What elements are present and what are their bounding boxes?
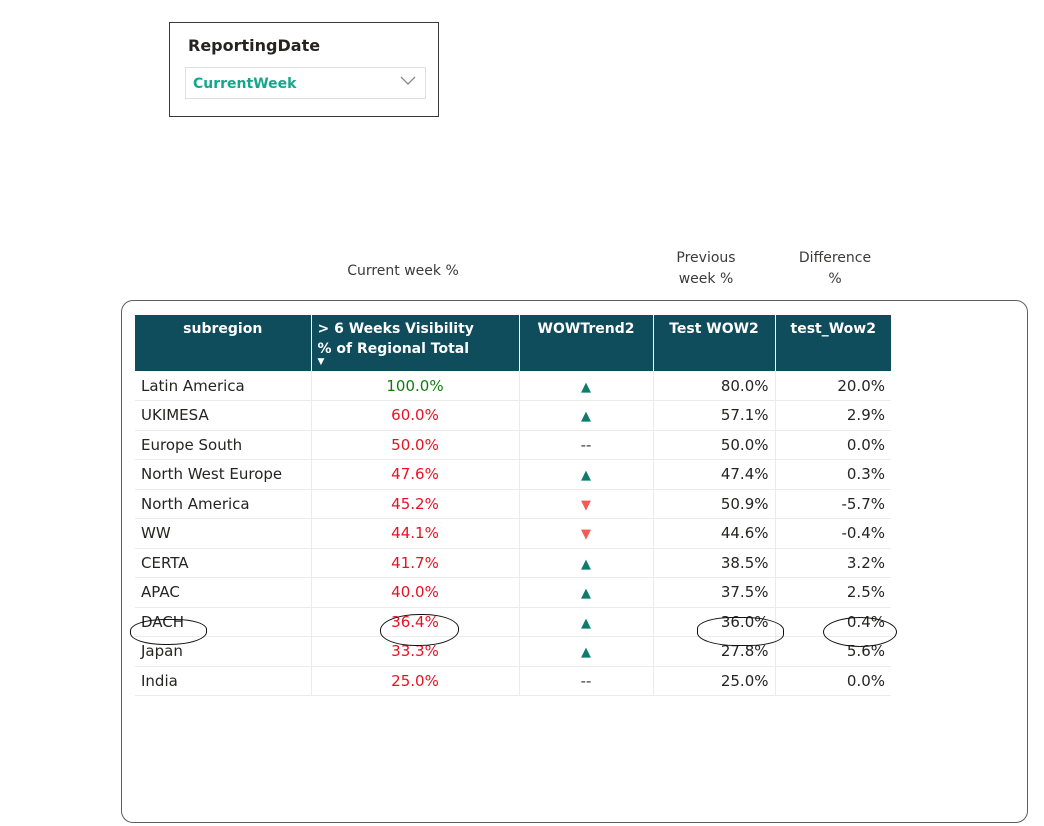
test-wow-cell: 50.9% bbox=[653, 489, 776, 519]
slicer-selected-value: CurrentWeek bbox=[193, 76, 297, 92]
difference-cell: 3.2% bbox=[775, 548, 891, 578]
subregion-table: subregion > 6 Weeks Visibility % of Regi… bbox=[135, 315, 891, 696]
difference-cell: -0.4% bbox=[775, 518, 891, 549]
trend-flat-icon: -- bbox=[580, 435, 592, 454]
table-row[interactable]: India 25.0% -- 25.0% 0.0% bbox=[135, 666, 891, 696]
chevron-down-icon[interactable] bbox=[399, 73, 417, 87]
difference-cell: 20.0% bbox=[775, 371, 891, 401]
test-wow-cell: 37.5% bbox=[653, 577, 776, 608]
annotation-circle-dach bbox=[130, 619, 207, 645]
column-header-test-wow-lower[interactable]: test_Wow2 bbox=[775, 315, 891, 371]
table-row[interactable]: North America 45.2% ▼ 50.9% -5.7% bbox=[135, 489, 891, 519]
difference-cell: 0.0% bbox=[775, 430, 891, 460]
column-header-test-wow[interactable]: Test WOW2 bbox=[653, 315, 776, 371]
trend-cell: ▲ bbox=[519, 548, 654, 578]
trend-cell: ▲ bbox=[519, 636, 654, 667]
visibility-pct-cell: 100.0% bbox=[311, 371, 520, 401]
trend-up-icon: ▲ bbox=[581, 586, 591, 602]
visibility-pct-cell: 60.0% bbox=[311, 400, 520, 431]
reporting-date-dropdown[interactable]: CurrentWeek bbox=[185, 67, 426, 99]
subregion-cell: North West Europe bbox=[135, 459, 312, 490]
visibility-pct-cell: 45.2% bbox=[311, 489, 520, 519]
table-row[interactable]: Latin America 100.0% ▲ 80.0% 20.0% bbox=[135, 371, 891, 401]
trend-cell: -- bbox=[519, 666, 654, 696]
subregion-cell: CERTA bbox=[135, 548, 312, 578]
trend-cell: ▲ bbox=[519, 400, 654, 431]
reporting-date-slicer: ReportingDate CurrentWeek bbox=[169, 22, 439, 117]
visibility-pct-cell: 47.6% bbox=[311, 459, 520, 490]
visibility-pct-cell: 44.1% bbox=[311, 518, 520, 549]
table-row[interactable]: APAC 40.0% ▲ 37.5% 2.5% bbox=[135, 577, 891, 608]
table-header-row: subregion > 6 Weeks Visibility % of Regi… bbox=[135, 315, 891, 371]
subregion-cell: APAC bbox=[135, 577, 312, 608]
trend-up-icon: ▲ bbox=[581, 556, 591, 572]
table-visual-card bbox=[121, 300, 1028, 823]
column-header-trend[interactable]: WOWTrend2 bbox=[519, 315, 654, 371]
test-wow-cell: 57.1% bbox=[653, 400, 776, 431]
trend-cell: ▲ bbox=[519, 577, 654, 608]
test-wow-cell: 50.0% bbox=[653, 430, 776, 460]
visibility-pct-cell: 25.0% bbox=[311, 666, 520, 696]
trend-up-icon: ▲ bbox=[581, 615, 591, 631]
subregion-cell: Europe South bbox=[135, 430, 312, 460]
trend-cell: ▼ bbox=[519, 518, 654, 549]
trend-up-icon: ▲ bbox=[581, 379, 591, 395]
current-week-annotation: Current week % bbox=[347, 263, 459, 279]
visibility-pct-cell: 41.7% bbox=[311, 548, 520, 578]
difference-cell: 2.9% bbox=[775, 400, 891, 431]
column-header-subregion[interactable]: subregion bbox=[135, 315, 312, 371]
test-wow-cell: 38.5% bbox=[653, 548, 776, 578]
trend-down-icon: ▼ bbox=[581, 527, 591, 543]
difference-cell: -5.7% bbox=[775, 489, 891, 519]
trend-cell: ▲ bbox=[519, 607, 654, 637]
trend-up-icon: ▲ bbox=[581, 409, 591, 425]
trend-cell: ▲ bbox=[519, 459, 654, 490]
table-row[interactable]: WW 44.1% ▼ 44.6% -0.4% bbox=[135, 518, 891, 549]
test-wow-cell: 25.0% bbox=[653, 666, 776, 696]
trend-up-icon: ▲ bbox=[581, 645, 591, 661]
subregion-cell: Latin America bbox=[135, 371, 312, 401]
trend-up-icon: ▲ bbox=[581, 468, 591, 484]
subregion-cell: India bbox=[135, 666, 312, 696]
sort-descending-icon: ▼ bbox=[317, 357, 325, 367]
difference-cell: 2.5% bbox=[775, 577, 891, 608]
subregion-cell: North America bbox=[135, 489, 312, 519]
annotation-circle-diff bbox=[823, 617, 897, 647]
table-row[interactable]: CERTA 41.7% ▲ 38.5% 3.2% bbox=[135, 548, 891, 578]
test-wow-cell: 80.0% bbox=[653, 371, 776, 401]
trend-cell: ▼ bbox=[519, 489, 654, 519]
difference-annotation: Difference % bbox=[798, 250, 872, 287]
visibility-pct-cell: 50.0% bbox=[311, 430, 520, 460]
annotation-circle-pct bbox=[380, 614, 459, 646]
difference-cell: 0.0% bbox=[775, 666, 891, 696]
subregion-cell: UKIMESA bbox=[135, 400, 312, 431]
annotation-circle-prev bbox=[697, 617, 784, 646]
trend-down-icon: ▼ bbox=[581, 497, 591, 513]
visibility-pct-cell: 40.0% bbox=[311, 577, 520, 608]
subregion-cell: WW bbox=[135, 518, 312, 549]
slicer-title: ReportingDate bbox=[188, 36, 321, 55]
table-row[interactable]: Europe South 50.0% -- 50.0% 0.0% bbox=[135, 430, 891, 460]
trend-cell: -- bbox=[519, 430, 654, 460]
difference-cell: 0.3% bbox=[775, 459, 891, 490]
previous-week-annotation: Previous week % bbox=[676, 250, 736, 287]
table-row[interactable]: North West Europe 47.6% ▲ 47.4% 0.3% bbox=[135, 459, 891, 490]
test-wow-cell: 47.4% bbox=[653, 459, 776, 490]
table-row[interactable]: UKIMESA 60.0% ▲ 57.1% 2.9% bbox=[135, 400, 891, 431]
trend-cell: ▲ bbox=[519, 371, 654, 401]
test-wow-cell: 44.6% bbox=[653, 518, 776, 549]
column-header-visibility[interactable]: > 6 Weeks Visibility % of Regional Total… bbox=[311, 315, 520, 371]
trend-flat-icon: -- bbox=[580, 671, 592, 690]
